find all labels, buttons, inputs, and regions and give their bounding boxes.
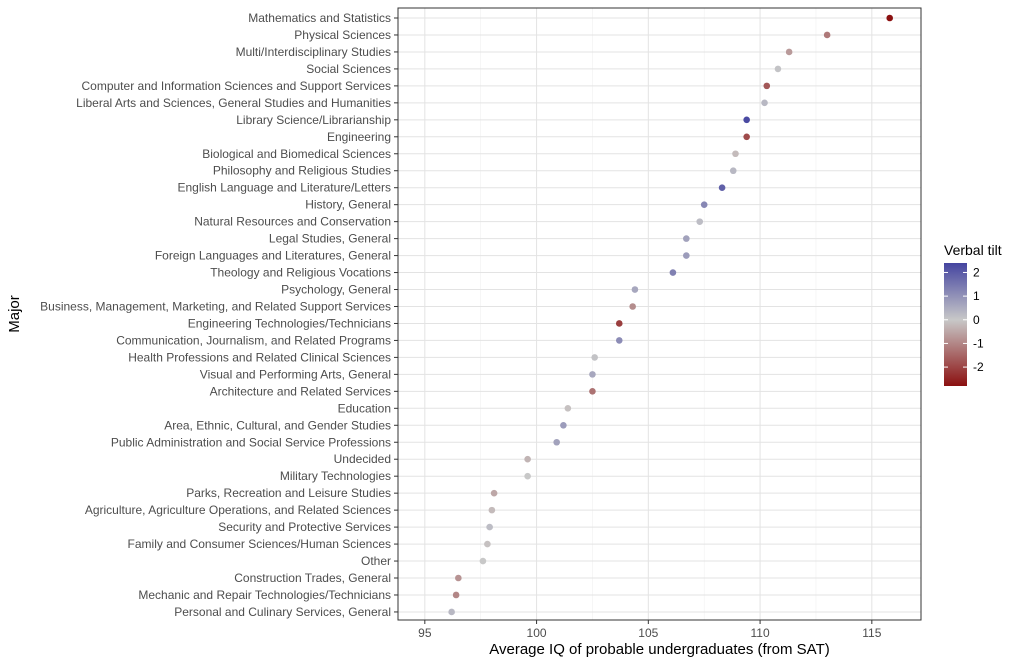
legend-tick-label: 0: [973, 313, 980, 327]
data-point: [823, 31, 831, 39]
data-point: [774, 65, 782, 73]
x-tick-label: 105: [638, 626, 658, 640]
data-point: [743, 133, 750, 141]
data-point: [553, 438, 560, 446]
data-point: [696, 218, 704, 225]
data-point: [683, 252, 690, 259]
major-label: Area, Ethnic, Cultural, and Gender Studi…: [164, 418, 391, 432]
legend-tick-label: 2: [973, 265, 980, 279]
data-point: [886, 14, 894, 22]
major-label: Foreign Languages and Literatures, Gener…: [155, 249, 391, 263]
data-point: [700, 201, 708, 208]
data-point: [743, 116, 750, 124]
major-label: Physical Sciences: [294, 28, 391, 42]
major-label: Undecided: [334, 452, 391, 466]
major-label: Education: [338, 401, 391, 415]
major-label: Security and Protective Services: [218, 520, 391, 534]
data-point: [560, 421, 567, 429]
major-label: Other: [361, 554, 391, 568]
major-label: Mathematics and Statistics: [248, 11, 391, 25]
legend-tick-label: 1: [973, 289, 980, 303]
major-label: Military Technologies: [280, 469, 391, 483]
data-point: [763, 82, 771, 90]
major-label: Business, Management, Marketing, and Rel…: [40, 299, 391, 313]
major-label: Parks, Recreation and Leisure Studies: [186, 486, 391, 500]
major-label: Agriculture, Agriculture Operations, and…: [85, 503, 391, 517]
major-label: English Language and Literature/Letters: [178, 181, 392, 195]
major-label: Engineering Technologies/Technicians: [188, 316, 391, 330]
data-point: [591, 354, 598, 361]
data-point: [524, 472, 531, 480]
legend-tick-label: -2: [973, 360, 984, 374]
major-label: Liberal Arts and Sciences, General Studi…: [76, 96, 391, 110]
data-point: [448, 608, 455, 616]
legend-tick-label: -1: [973, 336, 984, 350]
data-point: [761, 99, 768, 107]
major-label: Philosophy and Religious Studies: [213, 164, 391, 178]
major-label: Theology and Religious Vocations: [210, 266, 391, 280]
data-point: [629, 303, 636, 310]
major-label: Public Administration and Social Service…: [111, 435, 391, 449]
data-point: [484, 540, 491, 548]
data-point: [488, 506, 496, 514]
data-point: [683, 235, 690, 242]
data-point: [615, 337, 623, 344]
legend-title: Verbal tilt: [944, 242, 1002, 258]
major-label: Natural Resources and Conservation: [194, 215, 391, 229]
major-label: Communication, Journalism, and Related P…: [116, 333, 391, 347]
major-label: History, General: [305, 198, 391, 212]
x-tick-label: 100: [527, 626, 547, 640]
major-label: Mechanic and Repair Technologies/Technic…: [138, 588, 391, 602]
data-point: [589, 388, 596, 395]
major-label: Personal and Culinary Services, General: [174, 605, 391, 619]
data-point: [452, 591, 460, 599]
data-point: [490, 489, 498, 497]
x-tick-label: 110: [751, 626, 770, 640]
color-legend: Verbal tilt 2 1 0 -1 -2: [944, 242, 1002, 386]
data-point: [785, 48, 793, 56]
plot-border: [397, 7, 922, 621]
major-label: Library Science/Librarianship: [236, 113, 391, 127]
data-point: [718, 184, 726, 191]
major-label: Legal Studies, General: [269, 232, 391, 246]
x-axis: 95 100 105 110 115: [418, 620, 882, 640]
major-label: Psychology, General: [281, 283, 391, 297]
x-axis-title: Average IQ of probable undergraduates (f…: [489, 641, 829, 658]
major-labels: Mathematics and Statistics Physical Scien…: [40, 11, 391, 619]
y-axis-ticks: [394, 17, 398, 613]
data-point: [564, 405, 572, 412]
major-label: Architecture and Related Services: [210, 384, 391, 398]
data-point: [524, 455, 531, 463]
major-label: Biological and Biomedical Sciences: [202, 147, 391, 161]
plot-panel: [398, 8, 921, 620]
major-label: Social Sciences: [306, 62, 391, 76]
y-axis-title: Major: [6, 295, 23, 333]
x-tick-label: 115: [862, 626, 881, 640]
data-point: [486, 523, 493, 531]
major-label: Visual and Performing Arts, General: [200, 367, 391, 381]
data-point: [732, 150, 739, 158]
major-label: Computer and Information Sciences and Su…: [82, 79, 392, 93]
major-label: Engineering: [327, 130, 391, 144]
data-point: [615, 320, 623, 327]
legend-color-bar: [944, 263, 967, 386]
legend-ticks: 2 1 0 -1 -2: [944, 265, 984, 374]
grid-lines: [398, 8, 921, 620]
data-points: [448, 14, 894, 616]
major-label: Construction Trades, General: [234, 571, 391, 585]
data-point: [479, 557, 487, 565]
data-point: [589, 371, 596, 378]
major-label: Family and Consumer Sciences/Human Scien…: [128, 537, 391, 551]
x-tick-label: 95: [418, 626, 432, 640]
major-label: Health Professions and Related Clinical …: [128, 350, 391, 364]
major-label: Multi/Interdisciplinary Studies: [236, 45, 391, 59]
data-point: [729, 167, 737, 175]
data-point: [455, 574, 462, 582]
data-point: [631, 286, 639, 293]
data-point: [669, 269, 677, 276]
